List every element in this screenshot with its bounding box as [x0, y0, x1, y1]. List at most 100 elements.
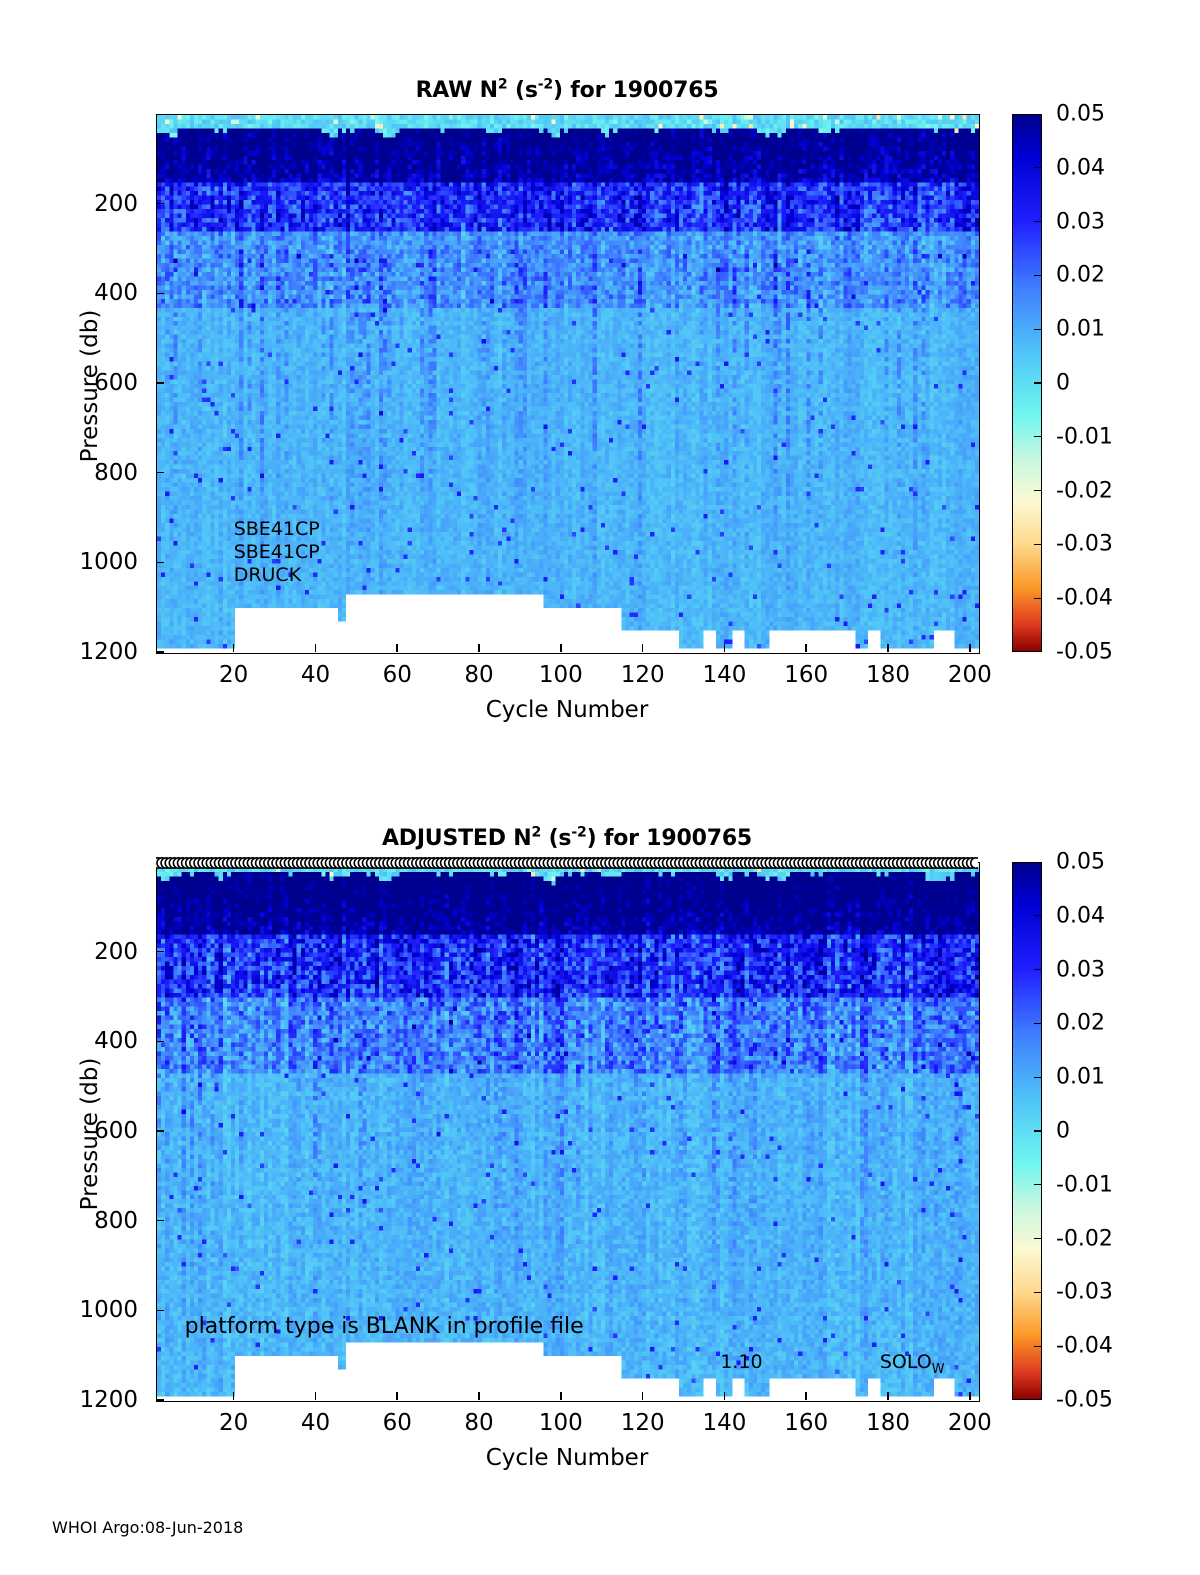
x-tick-label: 140	[702, 1410, 747, 1436]
y-tick-label: 1200	[79, 639, 138, 665]
colorbar-tick-mark	[1034, 543, 1042, 546]
panel-raw: RAW N2 (s-2) for 1900765 200 400 600 800 100…	[0, 0, 1200, 760]
x-tick-label: 120	[620, 1410, 665, 1436]
colorbar-tick-label: 0.04	[1056, 903, 1105, 929]
y-tick-label: 200	[94, 190, 138, 217]
colorbar-tick-label: -0.04	[1056, 1333, 1113, 1359]
colorbar-tick-label: 0	[1056, 1118, 1070, 1144]
panel-adjusted: ADJUSTED N2 (s-2) for 1900765 200 400 600 8…	[0, 735, 1200, 1495]
plot-area-raw	[156, 114, 980, 654]
colorbar-tick-label: 0.03	[1056, 957, 1105, 983]
colorbar-tick-label: 0.05	[1056, 849, 1105, 875]
colorbar-tick-label: -0.03	[1056, 1279, 1113, 1305]
colorbar-tick-label: 0.03	[1056, 209, 1105, 235]
sensor-ctd-model-2-text: SBE41CP	[233, 540, 320, 563]
heatmap-raw	[157, 115, 979, 653]
float-type-subscript: W	[931, 1361, 945, 1377]
y-tick-label: 800	[94, 459, 138, 486]
panel-raw-title: RAW N2 (s-2) for 1900765	[415, 76, 719, 103]
y-tick-label: 400	[94, 1028, 138, 1055]
x-tick-label: 200	[947, 1410, 992, 1436]
x-tick-label: 160	[784, 662, 829, 688]
y-tick-mark	[156, 382, 164, 384]
x-tick-label: 20	[219, 662, 249, 688]
y-tick-mark	[156, 202, 164, 205]
x-tick-label: 40	[300, 1410, 331, 1436]
colorbar-tick-mark	[1034, 436, 1042, 438]
y-tick-mark	[156, 1399, 164, 1401]
footer-credit: WHOI Argo:08-Jun-2018	[52, 1518, 244, 1537]
dac-version: 1.10	[720, 1351, 762, 1373]
x-tick-label: 80	[464, 662, 494, 688]
x-tick-mark	[396, 1392, 399, 1400]
x-tick-mark	[478, 644, 480, 652]
dac-version-text: 1.10	[720, 1350, 763, 1373]
x-tick-label: 20	[219, 1410, 249, 1436]
colorbar-tick-mark	[1034, 274, 1042, 277]
x-tick-mark	[969, 644, 971, 652]
x-tick-mark	[969, 1392, 971, 1400]
x-tick-mark	[560, 644, 562, 652]
colorbar-tick-mark	[1034, 382, 1042, 384]
x-tick-label: 140	[702, 662, 747, 688]
colorbar-tick-label: 0.01	[1056, 1064, 1105, 1090]
colorbar-tick-label: -0.03	[1056, 531, 1113, 557]
y-tick-mark	[156, 1130, 164, 1132]
x-tick-mark	[887, 644, 889, 652]
colorbar-tick-mark	[1034, 968, 1042, 971]
x-tick-mark	[314, 644, 317, 652]
panel-adjusted-title: ADJUSTED N2 (s-2) for 1900765	[381, 824, 753, 851]
x-tick-mark	[805, 644, 808, 652]
x-tick-mark	[723, 644, 726, 652]
platform-type-note-text: platform type is BLANK in profile file	[184, 1313, 584, 1339]
y-tick-label: 600	[94, 370, 138, 396]
colorbar-tick-label: 0.01	[1056, 316, 1105, 342]
sensor-pressure-model: DRUCK	[234, 564, 301, 586]
x-tick-mark	[560, 1392, 562, 1400]
colorbar-tick-mark	[1034, 1345, 1042, 1347]
y-tick-mark	[156, 1040, 164, 1043]
colorbar-tick-mark	[1034, 597, 1042, 599]
colorbar-tick-label: -0.02	[1056, 478, 1113, 504]
y-tick-mark	[156, 292, 164, 295]
x-tick-label: 180	[866, 662, 910, 688]
colorbar-tick-mark	[1034, 489, 1042, 492]
x-tick-label: 40	[300, 662, 331, 688]
x-tick-mark	[232, 1392, 235, 1400]
sensor-ctd-model-2: SBE41CP	[234, 541, 320, 563]
x-tick-mark	[641, 1392, 644, 1400]
x-tick-label: 100	[538, 662, 583, 688]
sensor-pressure-model-text: DRUCK	[233, 564, 302, 587]
sensor-ctd-model-1: SBE41CP	[234, 518, 320, 540]
y-axis-label-raw: Pressure (db)	[77, 309, 103, 463]
colorbar-tick-label: -0.05	[1056, 1387, 1113, 1413]
y-tick-mark	[156, 651, 164, 653]
x-tick-mark	[232, 644, 235, 652]
colorbar-tick-mark	[1034, 915, 1042, 917]
colorbar-tick-mark	[1034, 220, 1042, 223]
x-tick-label: 120	[620, 662, 665, 688]
x-tick-mark	[641, 644, 644, 652]
x-tick-label: 160	[784, 1410, 829, 1436]
colorbar-tick-label: 0.05	[1056, 101, 1105, 127]
colorbar-tick-mark	[1034, 328, 1042, 330]
x-tick-mark	[396, 644, 399, 652]
colorbar-tick-label: -0.05	[1056, 639, 1113, 665]
y-tick-mark	[156, 950, 164, 953]
x-tick-label: 60	[382, 1410, 412, 1436]
x-axis-label-adjusted: Cycle Number	[485, 1445, 649, 1471]
y-tick-mark	[156, 1309, 164, 1312]
colorbar-tick-label: 0.02	[1056, 262, 1105, 288]
colorbar-tick-label: 0	[1056, 370, 1070, 396]
y-tick-mark	[156, 471, 164, 474]
colorbar-tick-mark	[1034, 1130, 1042, 1132]
y-tick-label: 1000	[79, 549, 138, 576]
colorbar-tick-label: 0.04	[1056, 155, 1105, 181]
colorbar-tick-mark	[1034, 1184, 1042, 1186]
y-tick-label: 200	[94, 938, 138, 965]
x-tick-label: 100	[538, 1410, 583, 1436]
plot-area-adjusted	[156, 862, 980, 1402]
colorbar-tick-mark	[1034, 1076, 1042, 1078]
x-tick-mark	[887, 1392, 889, 1400]
